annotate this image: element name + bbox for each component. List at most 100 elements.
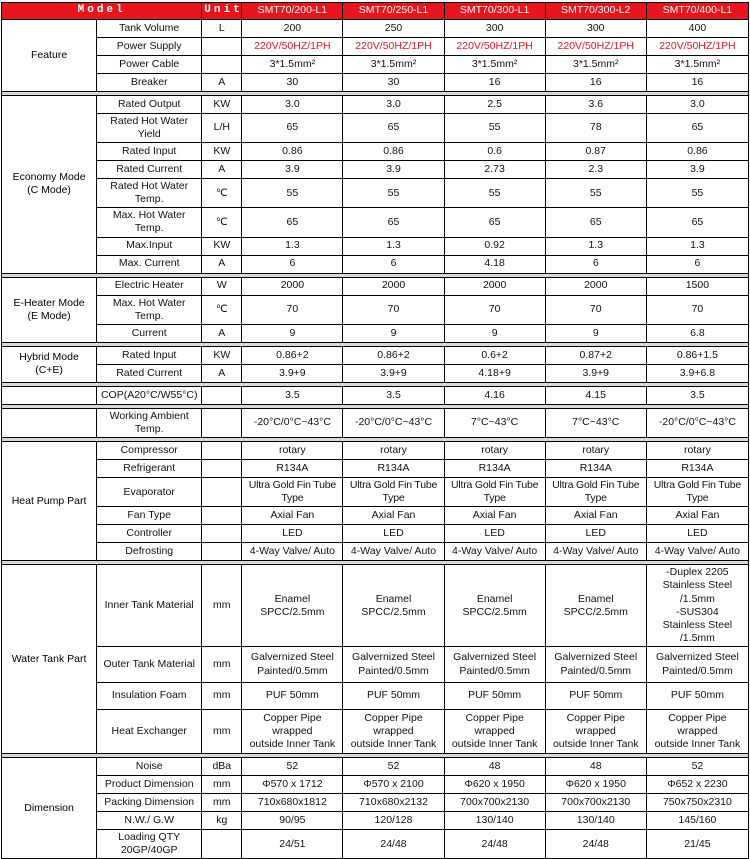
value-cell: 2000 [544,276,647,296]
row-label-cell: COP(A20°C/W55°C) [96,385,203,405]
value-cell: 24/48 [342,828,445,859]
unit-cell [201,524,243,544]
row-label-cell: Tank Volume [96,18,203,38]
value-cell: -20°C/0°C~43°C [645,407,750,439]
spec-table-body: Feature Tank Volume L 200 250 300 300 400 Power … [0,18,750,859]
value-cell: 2.5 [443,94,546,114]
unit-cell: ℃ [201,207,243,238]
value-cell: 3*1.5mm² [544,54,647,74]
value-cell: 55 [645,177,750,209]
group-label-cell [0,385,98,405]
value-cell: 90/95 [241,811,344,830]
value-cell: 3.0 [241,94,344,114]
unit-cell: L/H [201,112,243,144]
unit-cell: KW [201,236,243,256]
table-row: Loading QTY 20GP/40GP 24/51 24/48 24/48 24/4… [2,828,750,859]
value-cell: Enamel SPCC/2.5mm [443,564,546,647]
value-cell: R134A [342,459,445,478]
value-cell: 710x680x2132 [342,793,445,812]
value-cell: 65 [645,112,750,144]
row-label-cell: Rated Hot Water Temp. [96,177,203,209]
group-label-cell: Hybrid Mode (C+E) [0,345,98,383]
group-label-cell: Heat Pump Part [0,440,98,562]
value-cell: R134A [645,459,750,478]
value-cell: Enamel SPCC/2.5mm [544,564,647,647]
value-cell: Φ570 x 2100 [342,775,445,794]
table-row: Rated Hot Water Yield L/H 65 65 55 78 65 [2,112,750,144]
value-cell: 2000 [443,276,546,296]
model-header: Model [0,2,203,20]
value-cell: -20°C/0°C~43°C [342,407,445,439]
value-cell: 120/128 [342,811,445,830]
value-cell: 250 [342,18,445,38]
model-column-header: SMT70/300-L2 [544,2,647,20]
value-cell: PUF 50mm [342,682,445,710]
unit-cell: A [201,72,243,92]
value-cell: Ultra Gold Fin Tube Type [645,476,750,508]
value-cell: 0.87 [544,142,647,161]
value-cell: 220V/50HZ/1PH [544,36,647,56]
value-cell: PUF 50mm [544,682,647,710]
value-cell: 1.3 [544,236,647,256]
value-cell: 48 [544,757,647,776]
row-label-cell: Fan Type [96,506,203,526]
value-cell: 70 [544,294,647,325]
table-row: Rated Current A 3.9+9 3.9+9 4.18+9 3.9+9 3.9+6… [2,363,750,383]
value-cell: 3.9 [241,160,344,179]
row-label-cell: Controller [96,524,203,544]
value-cell: 700x700x2130 [443,793,546,812]
value-cell: 3.9+9 [342,363,445,383]
value-cell: 65 [241,112,344,144]
row-label-cell: Refrigerant [96,459,203,478]
value-cell: 2.3 [544,160,647,179]
row-label-cell: Rated Current [96,160,203,179]
value-cell: Ultra Gold Fin Tube Type [241,476,344,508]
row-label-cell: Breaker [96,72,203,92]
value-cell: 52 [342,757,445,776]
value-cell: 6 [342,254,445,274]
value-cell: 4-Way Valve/ Auto [241,542,344,562]
table-row: Heat Exchanger mm Copper Pipe wrapped outs… [2,709,750,754]
row-label-cell: Outer Tank Material [96,646,203,683]
model-column-header: SMT70/250-L1 [342,2,445,20]
value-cell: -Duplex 2205 Stainless Steel /1.5mm -SUS… [645,564,750,647]
row-label-cell: Max. Current [96,254,203,274]
unit-cell: mm [201,775,243,794]
value-cell: 48 [443,757,546,776]
value-cell: Axial Fan [342,506,445,526]
table-row: Heat Pump Part Compressor rotary rotary rota… [0,440,750,562]
value-cell: 700x700x2130 [544,793,647,812]
unit-cell [201,506,243,526]
table-row: N.W./ G.W kg 90/95 120/128 130/140 130/140 145… [2,811,750,830]
group-label-cell [0,407,98,439]
value-cell: 30 [241,72,344,92]
table-row: Controller LED LED LED LED LED [2,524,750,544]
value-cell: Φ652 x 2230 [645,775,750,794]
row-label-cell: N.W./ G.W [96,811,203,830]
row-label-cell: Defrosting [96,542,203,562]
value-cell: 0.86+1.5 [645,345,750,365]
value-cell: rotary [645,441,750,460]
table-row: Working Ambient Temp. -20°C/0°C~43°C -20°C… [0,407,750,439]
value-cell: rotary [241,441,344,460]
unit-cell: A [201,363,243,383]
unit-cell [201,542,243,562]
value-cell: Enamel SPCC/2.5mm [241,564,344,647]
value-cell: 65 [544,207,647,238]
section-separator-band [1,560,749,566]
value-cell: 710x680x1812 [241,793,344,812]
unit-cell [201,407,243,439]
table-row: Max.Input KW 1.3 1.3 0.92 1.3 1.3 [2,236,750,256]
table-row: Refrigerant R134A R134A R134A R134A R134A [2,459,750,478]
model-column-header: SMT70/400-L1 [645,2,750,20]
row-label-cell: Rated Input [96,345,203,365]
value-cell: Galvernized Steel Painted/0.5mm [443,646,546,683]
value-cell: 30 [342,72,445,92]
value-cell: Enamel SPCC/2.5mm [342,564,445,647]
value-cell: 4-Way Valve/ Auto [342,542,445,562]
value-cell: 3.9+6.8 [645,363,750,383]
row-label-cell: Rated Input [96,142,203,161]
group-label-cell: Feature [0,18,98,92]
value-cell: 55 [342,177,445,209]
